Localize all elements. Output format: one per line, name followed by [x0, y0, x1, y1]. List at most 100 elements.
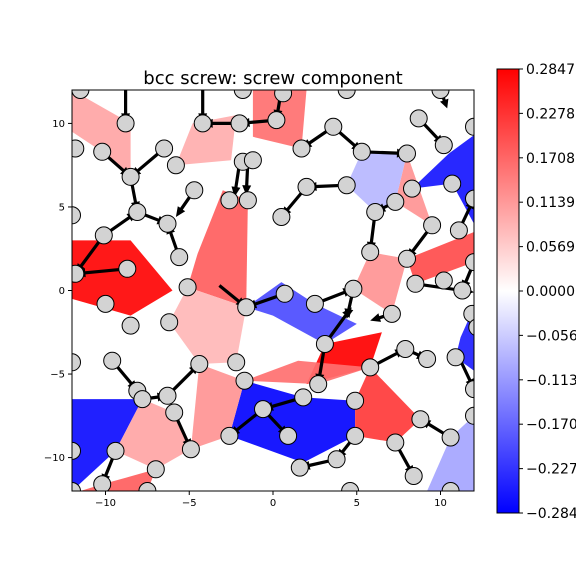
y-tick-label: −10	[44, 453, 65, 464]
atom-marker	[292, 139, 311, 158]
colorbar-tick-label: 0.0569	[526, 240, 575, 256]
x-tick-label: 10	[434, 498, 447, 509]
colorbar-tick-label: −0.2278	[526, 462, 576, 478]
atom-marker	[346, 426, 365, 445]
atom-marker	[220, 426, 239, 445]
atom-marker	[106, 441, 125, 460]
x-axis: −10 −5 0 5 10	[95, 491, 447, 509]
atom-marker	[441, 482, 460, 491]
atom-marker	[337, 90, 356, 99]
displacement-arrow	[361, 148, 407, 158]
atom-marker	[366, 203, 385, 221]
atom-marker	[468, 318, 474, 336]
y-tick-label: 10	[52, 119, 65, 130]
atom-marker	[72, 206, 81, 225]
colorbar-tick-label: 0.2847	[526, 62, 575, 78]
atom-marker	[361, 358, 380, 377]
colorbar-tick-label: 0.0000	[526, 284, 575, 300]
atom-marker	[155, 139, 174, 158]
atom-marker	[158, 214, 177, 233]
atom-marker	[237, 298, 256, 317]
field-region	[187, 190, 248, 308]
atom-marker	[449, 221, 468, 240]
atom-marker	[404, 467, 423, 485]
displacement-arrow	[323, 307, 352, 345]
atom-marker	[352, 142, 371, 161]
atom-marker	[72, 139, 85, 158]
displacement-arrow	[102, 212, 138, 237]
field-region	[407, 232, 474, 284]
atom-marker	[361, 243, 380, 262]
atom-marker	[275, 284, 294, 303]
atom-marker	[465, 253, 474, 272]
colorbar-tick-label: 0.1708	[526, 151, 575, 167]
atom-marker	[396, 340, 415, 358]
atom-marker	[72, 441, 81, 460]
atom-marker	[190, 355, 209, 373]
atom-marker	[94, 226, 113, 245]
x-tick-label: −10	[95, 498, 116, 509]
atom-marker	[409, 109, 428, 128]
atom-marker	[165, 403, 184, 422]
atom-marker	[133, 390, 152, 409]
atom-marker	[72, 353, 81, 372]
atom-marker	[193, 114, 212, 133]
atom-marker	[418, 350, 437, 368]
atom-marker	[121, 167, 140, 186]
atom-marker	[431, 90, 450, 99]
chart-title: bcc screw: screw component	[143, 68, 402, 89]
x-tick-label: −5	[182, 498, 197, 509]
atom-marker	[254, 400, 272, 419]
atom-marker	[230, 114, 249, 133]
field-region	[72, 90, 131, 177]
atom-marker	[434, 271, 453, 290]
displacement-arrow	[239, 118, 277, 127]
colorbar-gradient	[496, 68, 520, 514]
atom-marker	[337, 176, 356, 195]
displacement-arrow	[407, 224, 434, 259]
atom-marker	[96, 294, 115, 313]
y-tick-label: 5	[59, 202, 65, 213]
atom-marker	[116, 114, 135, 133]
atom-marker	[406, 274, 425, 293]
atom-marker	[72, 482, 81, 491]
colorbar-ticks: 0.2847 0.2278 0.1708 0.1139 0.0569 0.0000 −0.0…	[519, 62, 576, 522]
displacement-arrow	[166, 364, 200, 397]
plot-area	[71, 89, 475, 492]
atom-marker	[227, 353, 246, 372]
x-tick-label: 0	[270, 498, 276, 509]
atom-marker	[146, 460, 165, 479]
displacement-arrow	[202, 118, 240, 128]
atom-marker	[297, 177, 316, 196]
atom-marker	[238, 191, 257, 210]
displacement-arrow	[172, 411, 191, 450]
displacement-arrow	[75, 267, 128, 278]
y-axis: 10 5 0 −5 −10	[44, 119, 72, 464]
atom-marker	[465, 380, 474, 399]
field-region	[412, 135, 474, 224]
y-tick-label: 0	[59, 286, 65, 297]
atom-marker	[315, 335, 334, 353]
atom-marker	[279, 426, 298, 445]
atom-marker	[465, 189, 474, 208]
displacement-arrow	[75, 234, 106, 274]
y-tick-label: −5	[50, 370, 65, 381]
field-region	[175, 115, 237, 166]
atom-marker	[386, 433, 405, 452]
displacement-arrow	[130, 147, 166, 177]
atom-marker	[346, 391, 365, 410]
atom-marker	[170, 248, 189, 267]
displacement-arrow	[366, 211, 377, 253]
atom-marker	[93, 142, 112, 161]
atom-marker	[290, 458, 309, 477]
colorbar-tick-label: −0.2847	[526, 506, 576, 522]
displacement-arrow	[314, 288, 354, 306]
atom-marker	[272, 208, 291, 226]
atom-marker	[93, 475, 112, 491]
atom-marker	[158, 386, 177, 405]
atom-marker	[160, 313, 179, 332]
atom-marker	[309, 375, 328, 394]
atom-marker	[341, 482, 360, 491]
atom-marker	[434, 136, 453, 155]
